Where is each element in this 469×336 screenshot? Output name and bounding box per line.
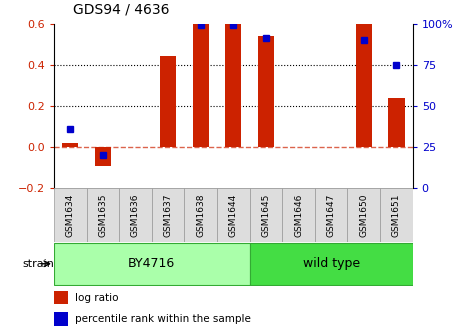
Text: GSM1644: GSM1644 (229, 194, 238, 237)
Bar (54, 243, 250, 285)
Bar (160, 56, 176, 147)
Bar (152, 188, 184, 242)
Text: GDS94 / 4636: GDS94 / 4636 (73, 3, 169, 17)
Bar (87, 188, 119, 242)
Text: percentile rank within the sample: percentile rank within the sample (76, 314, 251, 324)
Bar (193, 24, 209, 147)
Bar (348, 188, 380, 242)
Text: GSM1636: GSM1636 (131, 193, 140, 237)
Text: log ratio: log ratio (76, 293, 119, 303)
Text: strain: strain (23, 259, 54, 269)
Bar (282, 188, 315, 242)
Bar (356, 24, 372, 147)
Bar (315, 188, 348, 242)
Bar (184, 188, 217, 242)
Text: GSM1638: GSM1638 (196, 193, 205, 237)
Bar (388, 98, 405, 147)
Text: GSM1650: GSM1650 (359, 193, 368, 237)
Bar (95, 147, 111, 166)
Text: GSM1647: GSM1647 (327, 193, 336, 237)
Bar (119, 188, 152, 242)
Bar (225, 24, 242, 147)
Bar (54, 312, 68, 326)
Text: wild type: wild type (303, 257, 360, 270)
Text: GSM1645: GSM1645 (261, 193, 271, 237)
Text: GSM1637: GSM1637 (164, 193, 173, 237)
Bar (217, 188, 250, 242)
Bar (258, 36, 274, 147)
Bar (380, 188, 413, 242)
Text: BY4716: BY4716 (128, 257, 175, 270)
Bar (250, 243, 413, 285)
Text: GSM1646: GSM1646 (294, 193, 303, 237)
Text: GSM1634: GSM1634 (66, 193, 75, 237)
Text: GSM1635: GSM1635 (98, 193, 107, 237)
Bar (54, 188, 87, 242)
Text: GSM1651: GSM1651 (392, 193, 401, 237)
Bar (54, 291, 68, 304)
Bar (62, 143, 78, 147)
Bar (250, 188, 282, 242)
